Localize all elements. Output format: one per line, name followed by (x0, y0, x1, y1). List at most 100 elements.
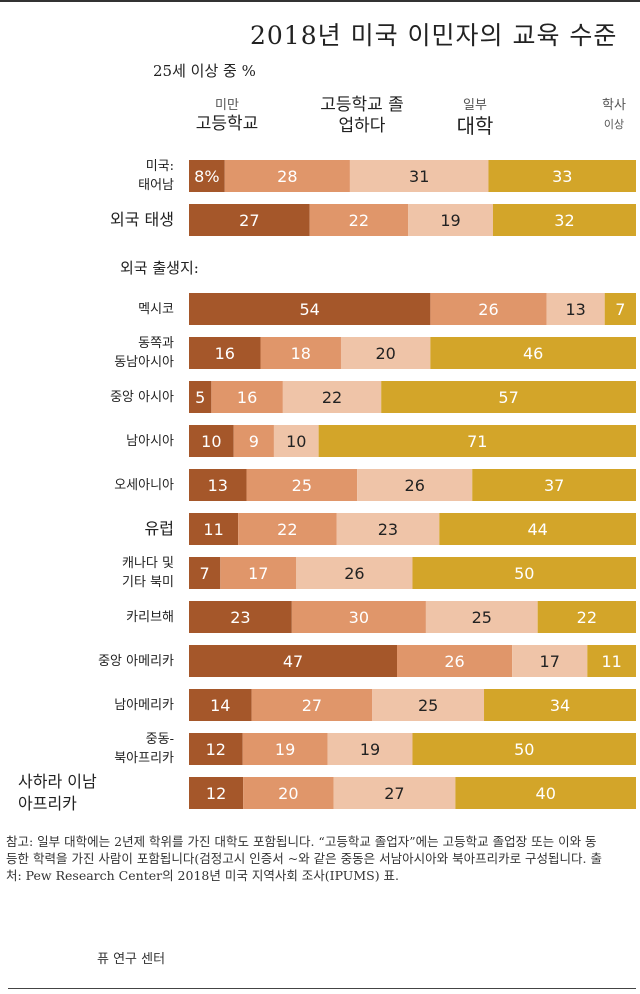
row-label: 미국: 태어남 (138, 157, 174, 195)
bar-value-label: 18 (291, 344, 311, 363)
bar-segment (604, 293, 636, 325)
bar-value-label: 10 (201, 432, 221, 451)
row-label-line: 미국: (145, 159, 174, 174)
bar-segment (492, 204, 636, 236)
bar-value-label: 16 (215, 344, 235, 363)
bar-segment (484, 689, 636, 721)
bar-value-label: 11 (203, 520, 223, 539)
bar-value-label: 26 (405, 476, 425, 495)
legend-header-bachelors: 학사 이상 (592, 98, 636, 131)
bar-segment (189, 204, 310, 236)
group-label-foreign-born-region: 외국 출생지: (120, 259, 199, 277)
bar-value-label: 57 (498, 388, 518, 407)
bar-value-label: 22 (577, 608, 597, 627)
bar-segment (189, 557, 221, 589)
bar-segment (546, 293, 605, 325)
bar-value-label: 27 (302, 696, 322, 715)
bar-segment (349, 160, 489, 192)
bar-value-label: 27 (384, 784, 404, 803)
bar-value-label: 34 (550, 696, 570, 715)
chart-notes: 참고: 일부 대학에는 2년제 학위를 가진 대학도 포함됩니다. “고등학교 … (6, 834, 603, 883)
bar-segment (455, 777, 636, 809)
bar-segment (233, 425, 274, 457)
bar-value-label: 22 (322, 388, 342, 407)
bar-segment (412, 733, 636, 765)
row-label-line: 남아시아 (126, 433, 174, 449)
bar-segment (430, 293, 547, 325)
legend-header-small: 학사 (602, 98, 626, 113)
row-label: 동쪽과 동남아시아 (114, 334, 174, 372)
bar-segment (587, 645, 636, 677)
bar-value-label: 19 (440, 211, 460, 230)
bar-value-label: 22 (349, 211, 369, 230)
bar-value-label: 16 (237, 388, 257, 407)
legend-header-less-than-hs: 미만 고등학교 (183, 98, 271, 134)
row-label: 카리브해 (126, 608, 174, 627)
legend-header-big: 고등학교 (195, 113, 259, 134)
bar-segment (189, 601, 292, 633)
bar-segment (189, 689, 252, 721)
bar-segment (189, 381, 212, 413)
bar-segment (296, 557, 413, 589)
bar-value-label: 71 (467, 432, 487, 451)
row-label: 캐나다 및 기타 북미 (122, 554, 174, 592)
bar-value-label: 32 (554, 211, 574, 230)
bar-segment (412, 557, 636, 589)
legend-header-hs-grad: 고등학교 졸업하다 (317, 95, 407, 138)
row-label-line: 사하라 이남 (18, 772, 97, 791)
bar-segment (243, 777, 334, 809)
bar-segment (318, 425, 636, 457)
row-label-line: 중동- (145, 732, 174, 747)
row-label-line: 남아메리카 (114, 697, 174, 713)
bar-value-label: 44 (527, 520, 547, 539)
bar-segment (397, 645, 513, 677)
bar-segment (189, 469, 247, 501)
row-label-line: 중앙 아시아 (110, 389, 174, 405)
row-label: 오세아니아 (114, 476, 174, 495)
bar-value-label: 26 (478, 300, 498, 319)
bar-value-label: 33 (552, 167, 572, 186)
bar-segment (242, 733, 328, 765)
bar-segment (472, 469, 636, 501)
row-label: 남아메리카 (114, 696, 174, 715)
bar-segment (189, 425, 234, 457)
row-label-line: 아프리카 (18, 794, 77, 813)
bar-value-label: 30 (349, 608, 369, 627)
bar-value-label: 13 (208, 476, 228, 495)
row-label: 중동- 북아프리카 (114, 730, 174, 768)
bar-value-label: 23 (378, 520, 398, 539)
bar-value-label: 50 (514, 740, 534, 759)
bar-segment (189, 293, 431, 325)
chart-subtitle: 25세 이상 중 % (153, 62, 256, 80)
bar-value-label: 25 (418, 696, 438, 715)
bar-segment (251, 689, 373, 721)
bar-value-label: 37 (544, 476, 564, 495)
row-label-line: 기타 북미 (122, 575, 174, 590)
bar-value-label: 19 (275, 740, 295, 759)
bar-value-label: 25 (292, 476, 312, 495)
row-label: 멕시코 (138, 300, 174, 319)
bar-segment (512, 645, 588, 677)
bar-segment (537, 601, 636, 633)
bar-segment (189, 777, 244, 809)
bar-segment (357, 469, 473, 501)
bar-segment (439, 513, 636, 545)
bar-segment (309, 204, 409, 236)
bar-segment (327, 733, 413, 765)
row-label-line: 북아프리카 (114, 751, 174, 766)
row-label-line: 외국 태생 (110, 210, 174, 229)
row-label: 중앙 아시아 (110, 388, 174, 407)
bar-segment (333, 777, 456, 809)
bar-value-label: 50 (514, 564, 534, 583)
bar-segment (372, 689, 485, 721)
legend-header-small: 미만 (215, 98, 239, 113)
bar-segment (224, 160, 350, 192)
bar-value-label: 20 (278, 784, 298, 803)
legend-header-big: 이상 (603, 117, 625, 131)
bar-value-label: 11 (601, 652, 621, 671)
bar-segment (430, 337, 636, 369)
bar-value-label: 12 (206, 784, 226, 803)
bar-value-label: 7 (200, 564, 210, 583)
bar-value-label: 40 (536, 784, 556, 803)
